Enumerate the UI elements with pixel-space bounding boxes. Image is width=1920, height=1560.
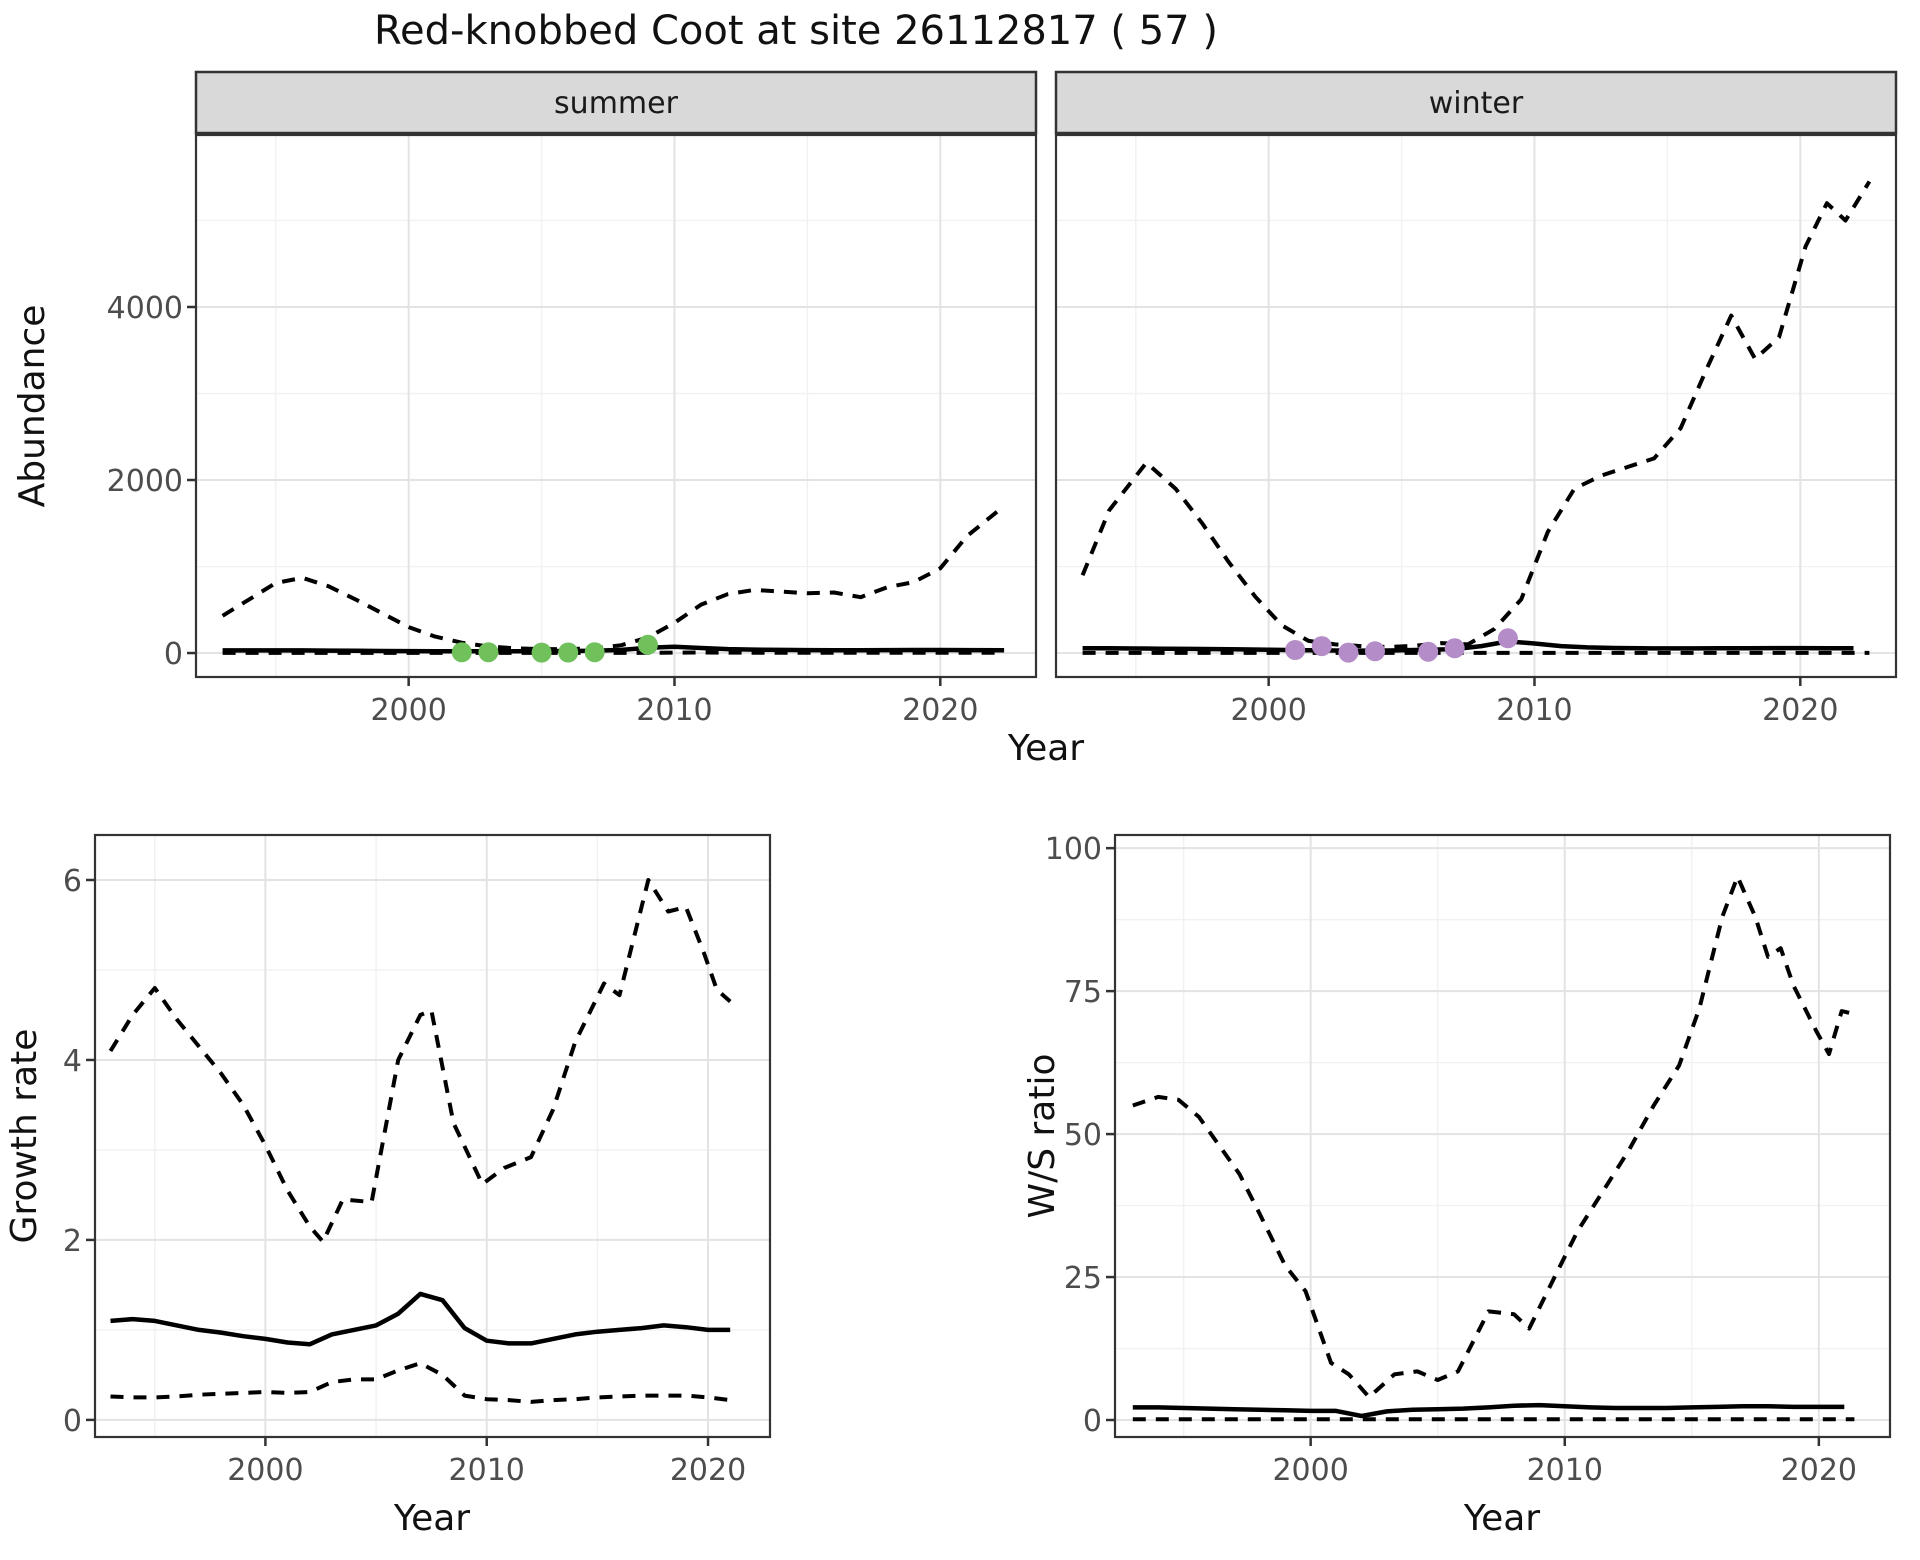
panel-background xyxy=(1056,135,1896,677)
observed-point xyxy=(584,642,605,663)
y-tick-label: 0 xyxy=(164,637,183,672)
y-tick-label: 6 xyxy=(63,864,82,899)
panel-border xyxy=(93,833,772,1439)
x-tick-label: 2020 xyxy=(902,693,978,728)
panel-background xyxy=(196,135,1036,677)
observed-point xyxy=(1444,638,1465,659)
panel-border xyxy=(194,133,1038,679)
x-tick-label: 2020 xyxy=(670,1453,746,1488)
panel-background xyxy=(1115,835,1890,1437)
estimate-line xyxy=(1132,1402,1845,1419)
panel-background xyxy=(95,835,770,1437)
panel-growth-rate: 2000 2010 2020 0 2 4 6 xyxy=(63,833,772,1488)
x-tick-label: 2010 xyxy=(1527,1453,1603,1488)
panel-abundance-winter: winter 2000 2010 2020 xyxy=(1054,70,1898,728)
observed-point xyxy=(1285,640,1306,660)
y-tick-label: 25 xyxy=(1064,1261,1102,1296)
x-tick-label: 2000 xyxy=(370,693,446,728)
observed-point xyxy=(1338,642,1359,663)
y-tick-label: 100 xyxy=(1045,832,1102,867)
x-tick-label: 2000 xyxy=(1272,1453,1348,1488)
axis-title-ylabel: Abundance xyxy=(12,305,53,508)
observed-point xyxy=(1311,636,1332,657)
observed-point xyxy=(1418,641,1439,662)
y-tick-label: 4000 xyxy=(107,291,183,326)
upper-ci-line xyxy=(1080,180,1872,649)
axis-title-ylabel: Growth rate xyxy=(4,1029,45,1244)
observed-point xyxy=(637,634,658,655)
estimate-line xyxy=(222,644,1005,654)
x-tick-label: 2010 xyxy=(1496,693,1572,728)
panel-ws-ratio: 2000 2010 2020 0 25 50 75 100 xyxy=(1045,832,1892,1488)
x-tick-label: 2020 xyxy=(1781,1453,1857,1488)
panel-border xyxy=(1054,133,1898,679)
x-tick-label: 2010 xyxy=(636,693,712,728)
observed-point xyxy=(451,642,472,663)
y-tick-label: 0 xyxy=(63,1404,82,1439)
axis-title-ylabel: W/S ratio xyxy=(1022,1053,1063,1218)
y-tick-label: 4 xyxy=(63,1044,82,1079)
y-tick-label: 2000 xyxy=(107,464,183,499)
facet-strip-label: winter xyxy=(1429,86,1524,121)
panel-abundance-summer: summer 2000 2010 2020 0 2000 4000 xyxy=(107,70,1038,728)
estimate-line xyxy=(1082,639,1854,653)
axis-title-xlabel: Year xyxy=(1007,728,1084,769)
upper-ci-line xyxy=(221,504,1006,652)
axis-title-xlabel: Year xyxy=(393,1498,470,1539)
panel-border xyxy=(1113,833,1892,1439)
facet-strip-winter xyxy=(1054,70,1898,135)
y-tick-label: 2 xyxy=(63,1224,82,1259)
observed-point xyxy=(531,642,552,663)
y-tick-label: 0 xyxy=(1083,1404,1102,1439)
x-tick-label: 2010 xyxy=(449,1453,525,1488)
observed-point xyxy=(1497,628,1518,649)
facet-strip-summer xyxy=(194,70,1038,135)
observed-point xyxy=(1365,641,1385,662)
facet-strip-label: summer xyxy=(554,86,679,121)
observed-point xyxy=(558,642,579,663)
axis-title-xlabel: Year xyxy=(1463,1498,1540,1539)
lower-ci-line xyxy=(110,1361,731,1404)
estimate-line xyxy=(110,1291,731,1347)
y-tick-label: 50 xyxy=(1064,1118,1102,1153)
plot-title: Red-knobbed Coot at site 26112817 ( 57 ) xyxy=(374,8,1218,54)
x-tick-label: 2020 xyxy=(1762,693,1838,728)
y-tick-label: 75 xyxy=(1064,975,1102,1010)
x-tick-label: 2000 xyxy=(227,1453,303,1488)
x-tick-label: 2000 xyxy=(1230,693,1306,728)
observed-point xyxy=(478,642,499,663)
